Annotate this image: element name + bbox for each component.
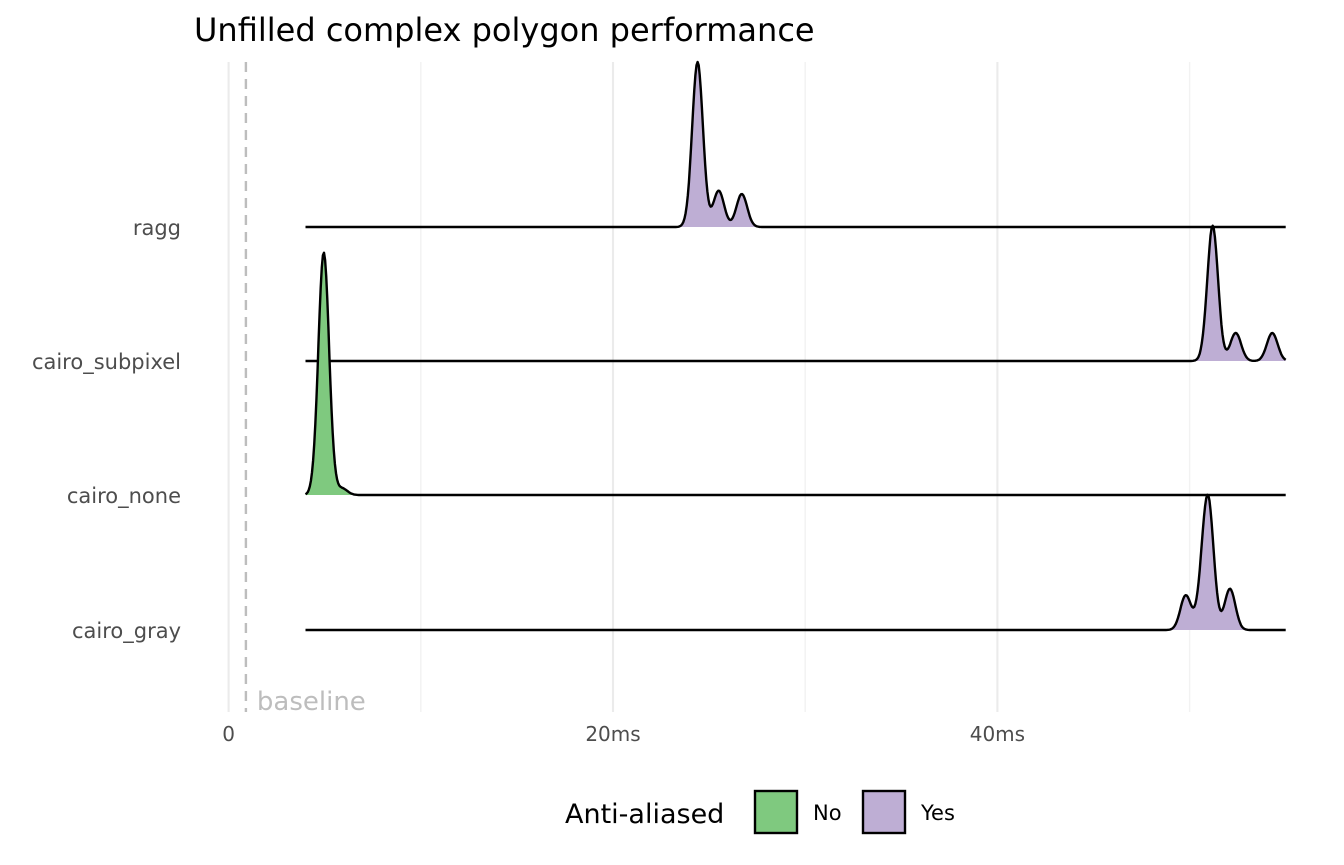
ridge-outline	[305, 493, 1286, 632]
baseline-label: baseline	[257, 687, 366, 717]
legend-label: Yes	[920, 801, 955, 825]
ridge-area	[305, 252, 1286, 495]
y-tick-label: ragg	[133, 216, 181, 240]
baseline-marker: baseline	[244, 62, 366, 717]
chart-title: Unfilled complex polygon performance	[194, 11, 815, 49]
ridge-outline	[305, 60, 1286, 229]
x-tick-label: 20ms	[585, 722, 640, 746]
legend: Anti-aliased No Yes	[565, 789, 955, 835]
grid-lines	[227, 62, 1191, 712]
ridge-ragg	[305, 60, 1286, 229]
ridge-cairo_subpixel	[305, 224, 1287, 363]
legend-label: No	[813, 801, 842, 825]
legend-key-no	[753, 789, 799, 835]
ridge-cairo_gray	[305, 493, 1286, 632]
x-tick-label: 0	[222, 722, 235, 746]
ridge-area	[305, 62, 1286, 227]
legend-key-yes	[861, 789, 907, 835]
x-tick-label: 40ms	[970, 722, 1025, 746]
x-axis-labels: 0 20ms 40ms	[222, 722, 1025, 746]
ridge-area	[305, 225, 1286, 361]
ridge-cairo_none	[304, 251, 1286, 497]
y-axis-labels: cairo_gray cairo_none cairo_subpixel ragg	[32, 216, 181, 644]
ridges	[304, 60, 1287, 632]
ridge-area	[305, 494, 1286, 630]
ridge-outline	[305, 224, 1287, 363]
ridge-outline	[304, 251, 1286, 497]
legend-title: Anti-aliased	[565, 799, 724, 830]
y-tick-label: cairo_none	[67, 484, 181, 509]
y-tick-label: cairo_gray	[72, 619, 181, 644]
y-tick-label: cairo_subpixel	[32, 350, 181, 375]
